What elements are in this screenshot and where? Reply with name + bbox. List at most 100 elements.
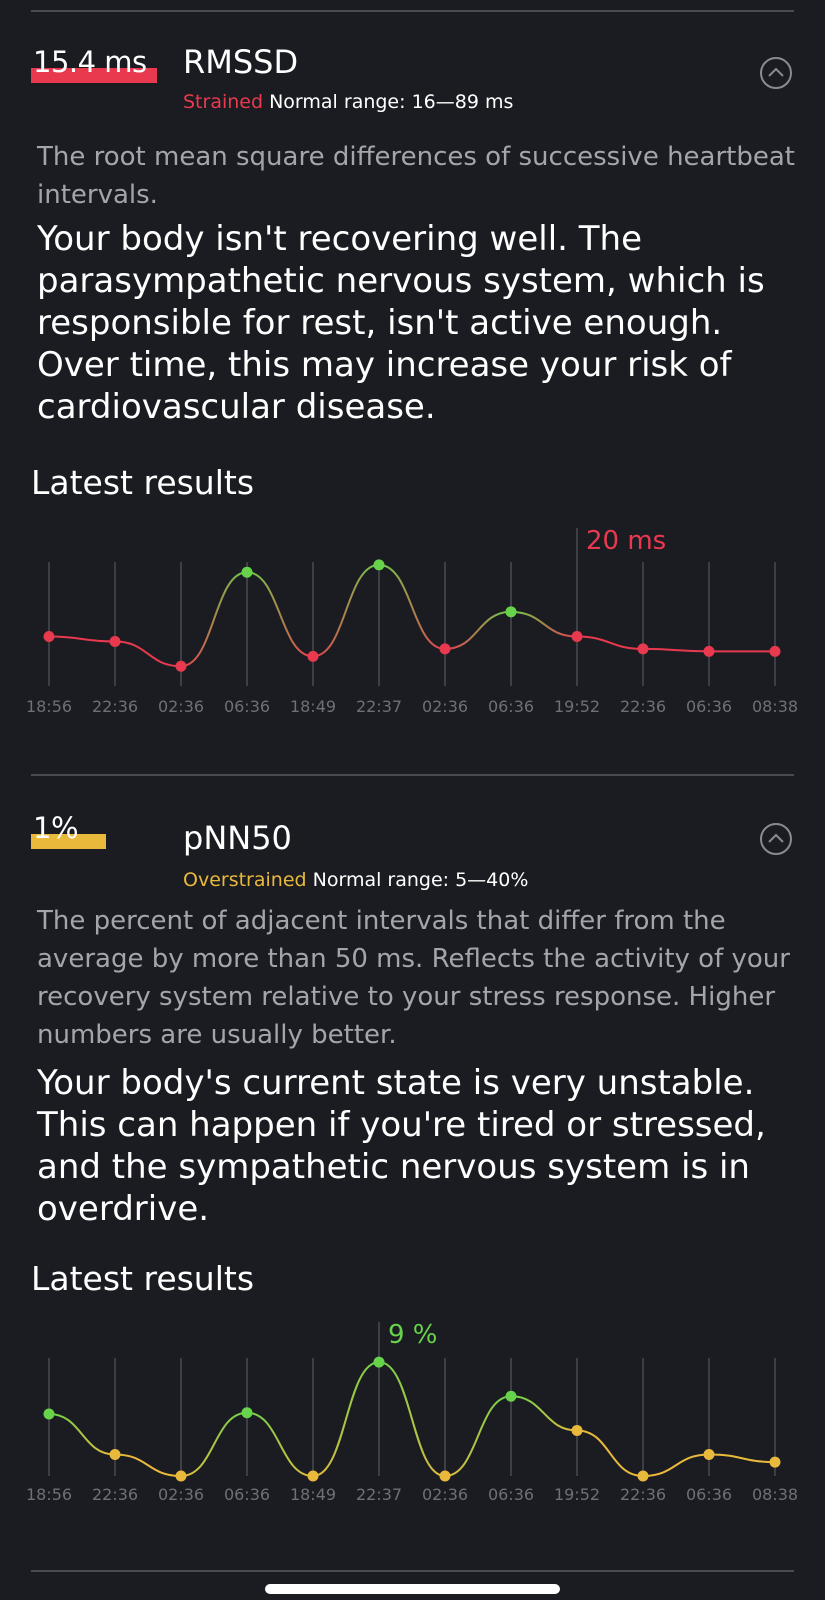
pnn50-value-highlight bbox=[31, 834, 107, 849]
chart-line-segment bbox=[576, 635, 644, 650]
chart-tick-time: 06:36 bbox=[488, 1485, 534, 1504]
pnn50-status: Overstrained bbox=[183, 869, 307, 891]
chart-tick-day: 20 bbox=[567, 724, 587, 726]
chart-tick-time: 18:49 bbox=[290, 697, 336, 716]
chart-point bbox=[373, 1356, 385, 1368]
chart-tick-day: 20 bbox=[633, 724, 653, 726]
chart-tick-time: 22:36 bbox=[620, 1485, 666, 1504]
rmssd-status: Strained bbox=[183, 91, 264, 113]
chart-point bbox=[571, 1424, 583, 1436]
pnn50-value-badge: 1% bbox=[31, 810, 107, 849]
chart-tick-time: 08:38 bbox=[752, 697, 798, 716]
chart-line-segment bbox=[510, 1395, 578, 1432]
chart-point bbox=[439, 1470, 451, 1482]
chart-point bbox=[307, 650, 319, 662]
pnn50-collapse-button[interactable] bbox=[760, 823, 792, 855]
chart-tick-time: 02:36 bbox=[422, 1485, 468, 1504]
chart-tick-time: 19:52 bbox=[554, 1485, 600, 1504]
chart-line-segment bbox=[180, 571, 248, 668]
rmssd-description: The root mean square differences of succ… bbox=[37, 142, 795, 210]
chart-point bbox=[505, 606, 517, 618]
rmssd-range: Normal range: 16—89 ms bbox=[269, 91, 514, 113]
chart-point bbox=[175, 660, 187, 672]
chart-line-segment bbox=[642, 647, 710, 653]
rmssd-status-line: Strained Normal range: 16—89 ms bbox=[183, 90, 513, 114]
chart-line-segment bbox=[708, 1453, 776, 1464]
chart-point bbox=[571, 631, 583, 643]
chart-line-segment bbox=[444, 610, 512, 650]
pnn50-status-line: Overstrained Normal range: 5—40% bbox=[183, 868, 528, 892]
chart-line-segment bbox=[180, 1411, 248, 1477]
chart-tick-time: 22:37 bbox=[356, 1485, 402, 1504]
chart-tick-time: 02:36 bbox=[158, 697, 204, 716]
pnn50-results-title: Latest results bbox=[31, 1259, 255, 1298]
chart-line-segment bbox=[114, 640, 182, 668]
chart-point bbox=[241, 1407, 253, 1419]
chart-line-segment bbox=[576, 1429, 644, 1477]
chart-point bbox=[175, 1470, 187, 1482]
rmssd-value-badge: 15.4 ms bbox=[31, 44, 157, 83]
chart-line-segment bbox=[642, 1453, 710, 1477]
chart-point bbox=[637, 643, 649, 655]
chart-line-segment bbox=[48, 635, 116, 643]
chart-point bbox=[637, 1470, 649, 1482]
top-divider bbox=[31, 10, 794, 12]
rmssd-value-highlight bbox=[31, 68, 157, 83]
rmssd-value: 15.4 ms bbox=[33, 45, 147, 79]
chart-highlight-label: 9 % bbox=[388, 1320, 438, 1350]
pnn50-insight: Your body's current state is very unstab… bbox=[37, 1063, 766, 1229]
chart-point bbox=[373, 559, 385, 571]
chart-point bbox=[703, 1448, 715, 1460]
rmssd-insight: Your body isn't recovering well. The par… bbox=[37, 219, 765, 427]
chart-tick-time: 06:36 bbox=[686, 1485, 732, 1504]
chart-tick-time: 02:36 bbox=[422, 697, 468, 716]
chart-tick-day: Feb18 bbox=[25, 724, 74, 726]
section-divider bbox=[31, 774, 794, 776]
chart-line-segment bbox=[312, 1361, 380, 1477]
pnn50-range: Normal range: 5—40% bbox=[312, 869, 529, 891]
chart-tick-day: 18 bbox=[105, 724, 125, 726]
chart-highlight-label: 20 ms bbox=[586, 526, 666, 556]
chart-line-segment bbox=[444, 1395, 512, 1477]
chart-tick-time: 06:36 bbox=[488, 697, 534, 716]
chart-tick-day: today bbox=[752, 724, 798, 726]
chart-tick-time: 22:36 bbox=[92, 697, 138, 716]
rmssd-results-title: Latest results bbox=[31, 463, 255, 502]
chart-tick-time: 19:52 bbox=[554, 697, 600, 716]
chart-tick-day: 19 bbox=[369, 724, 389, 726]
chart-point bbox=[307, 1470, 319, 1482]
home-indicator[interactable] bbox=[265, 1584, 560, 1594]
chart-tick-time: 06:36 bbox=[224, 1485, 270, 1504]
chevron-up-icon bbox=[768, 833, 784, 843]
chart-tick-time: 18:56 bbox=[26, 697, 72, 716]
chart-line-segment bbox=[246, 1411, 314, 1477]
chart-point bbox=[109, 635, 121, 647]
chart-line-segment bbox=[510, 610, 578, 638]
chart-tick-day: 19 bbox=[237, 724, 257, 726]
pnn50-chart: 9 %18:56Feb1822:361802:361906:361918:491… bbox=[26, 1320, 798, 1504]
rmssd-collapse-button[interactable] bbox=[760, 57, 792, 89]
chart-point bbox=[769, 645, 781, 657]
rmssd-title: RMSSD bbox=[183, 43, 299, 81]
chart-tick-time: 22:37 bbox=[356, 697, 402, 716]
chevron-up-icon bbox=[768, 67, 784, 77]
bottom-divider bbox=[31, 1570, 794, 1572]
chart-line-segment bbox=[378, 563, 446, 650]
chart-point bbox=[43, 1408, 55, 1420]
chart-line-segment bbox=[378, 1361, 446, 1477]
pnn50-title: pNN50 bbox=[183, 819, 292, 857]
chart-line-segment bbox=[48, 1413, 116, 1456]
chart-point bbox=[109, 1448, 121, 1460]
chart-point bbox=[43, 631, 55, 643]
chart-tick-time: 22:36 bbox=[92, 1485, 138, 1504]
chart-tick-day: today bbox=[686, 724, 732, 726]
chart-tick-time: 18:56 bbox=[26, 1485, 72, 1504]
chart-tick-day: 20 bbox=[501, 724, 521, 726]
chart-line-segment bbox=[312, 563, 380, 658]
pnn50-value: 1% bbox=[33, 811, 79, 845]
chart-point bbox=[439, 643, 451, 655]
chart-point bbox=[703, 645, 715, 657]
chart-tick-time: 06:36 bbox=[686, 697, 732, 716]
chart-tick-day: 19 bbox=[303, 724, 323, 726]
chart-line-segment bbox=[246, 571, 314, 658]
